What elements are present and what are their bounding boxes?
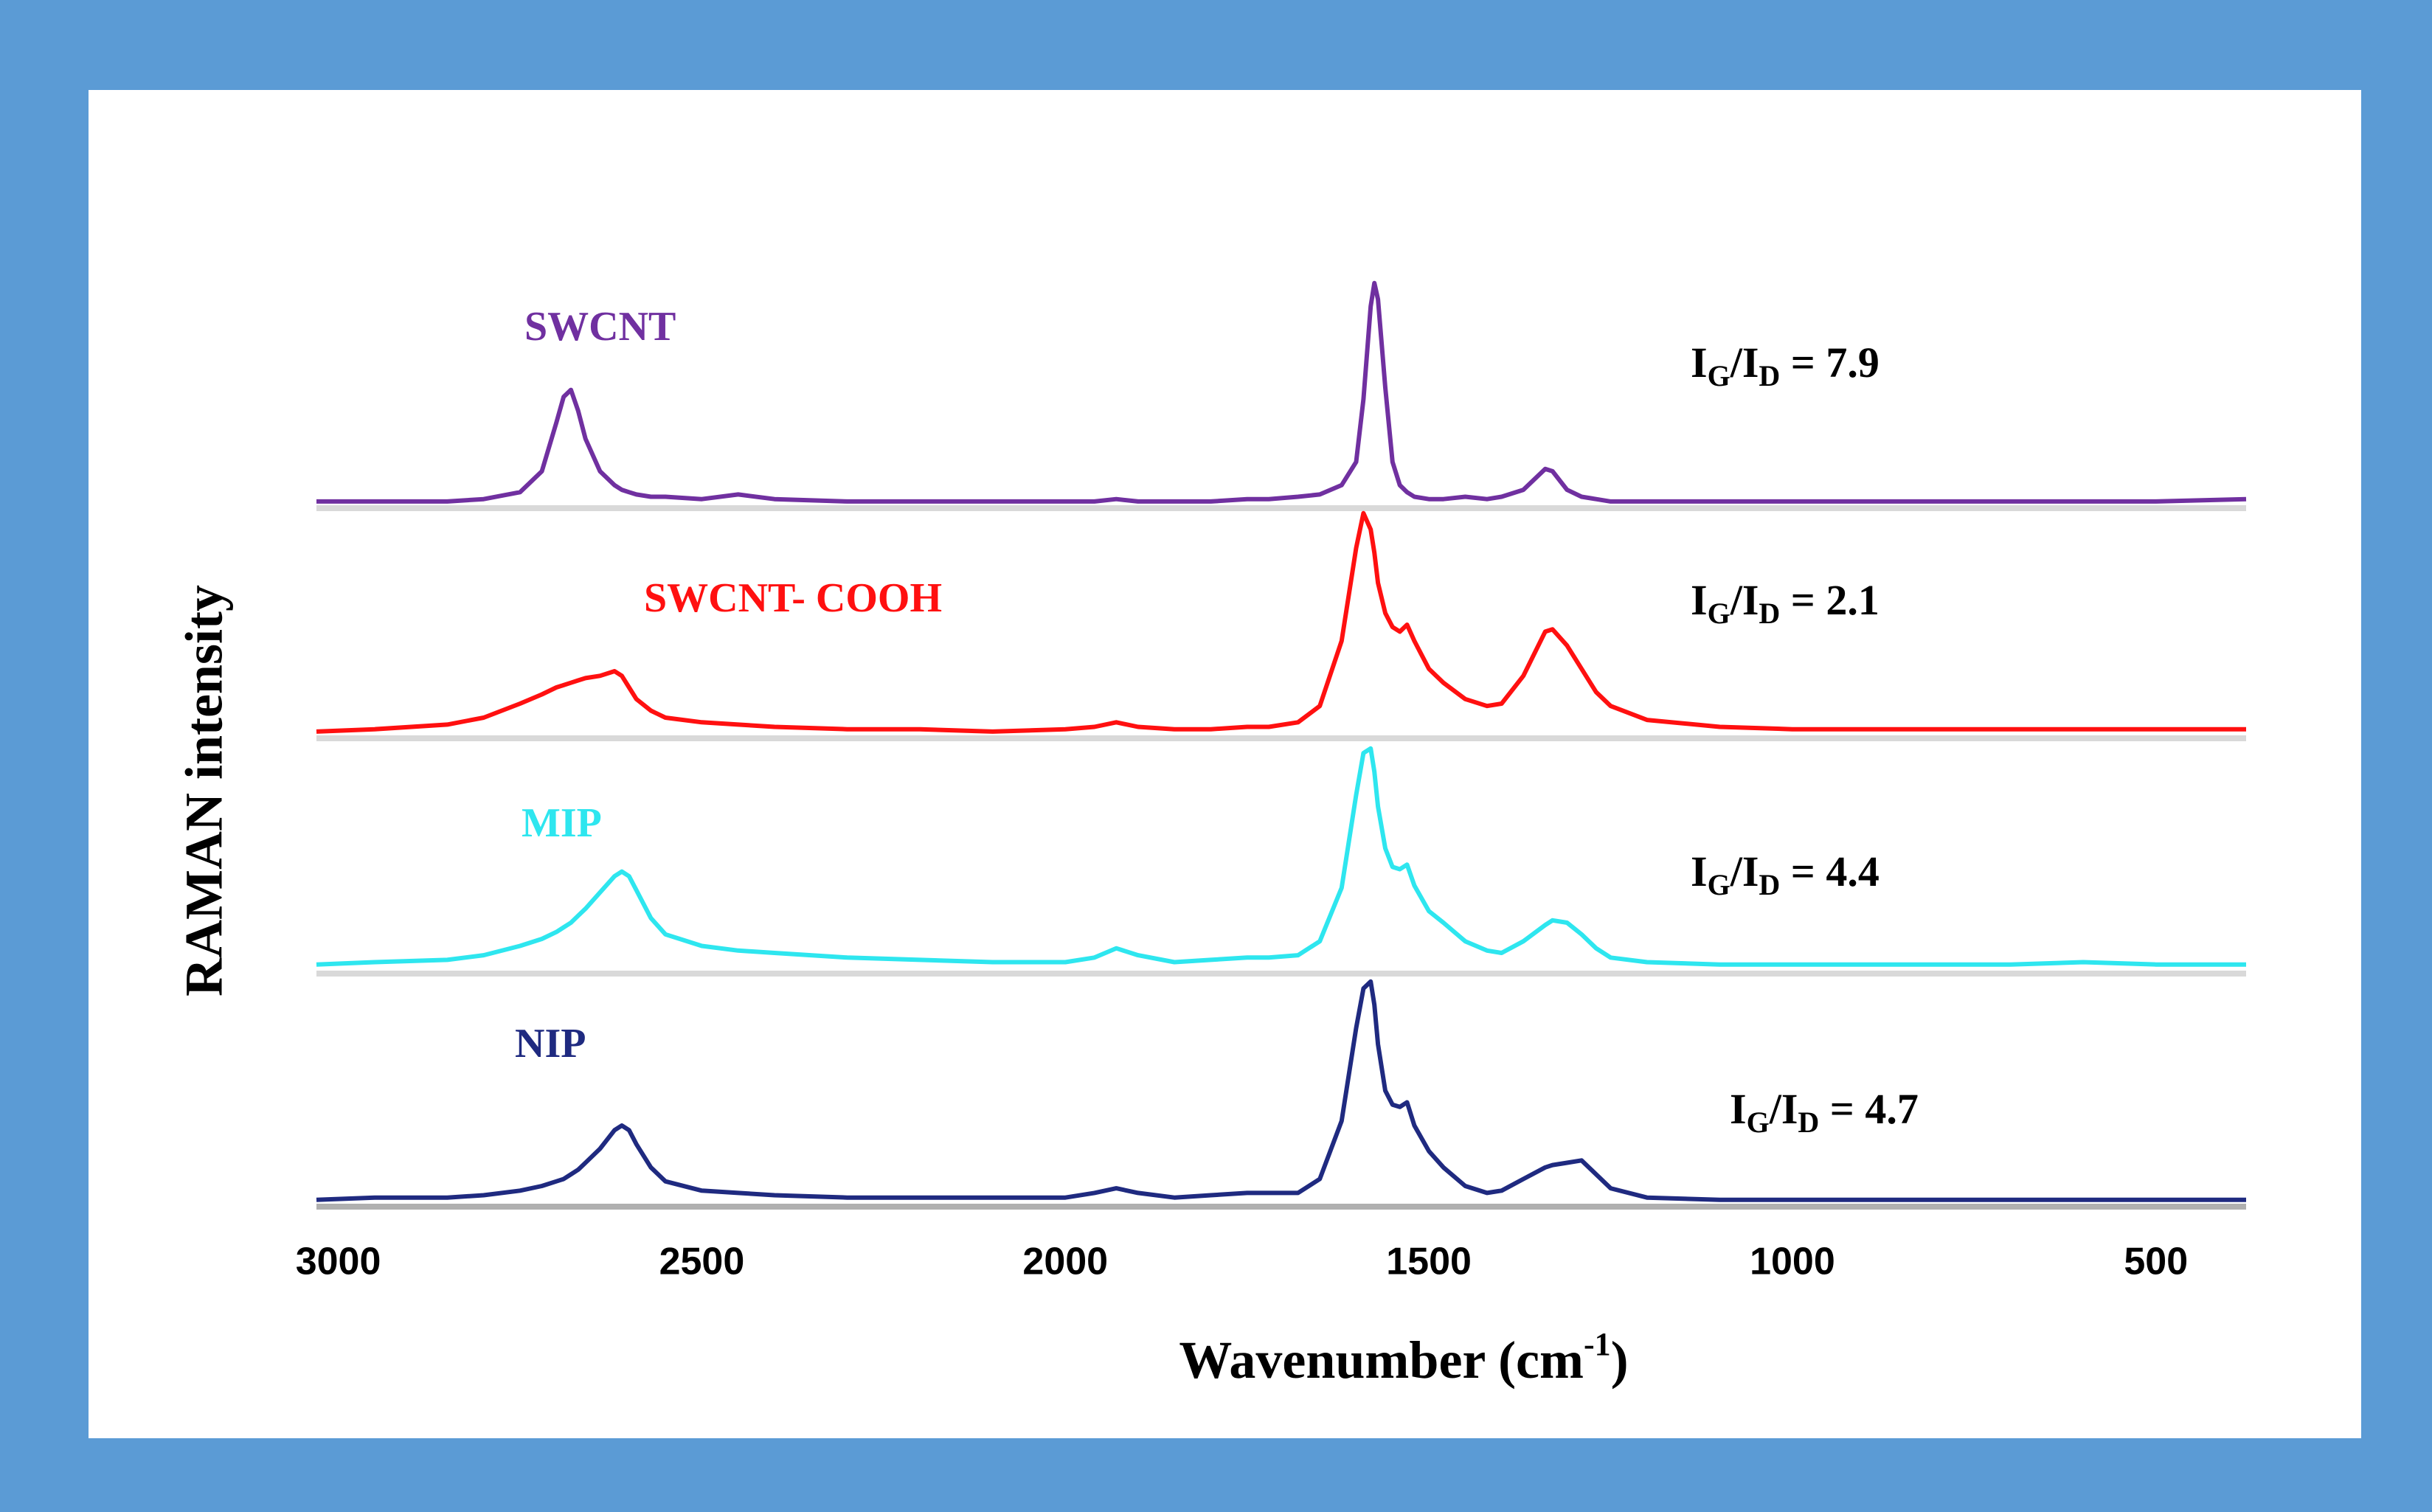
ratio-sub: G bbox=[1708, 868, 1731, 901]
x-tick-label: 1500 bbox=[1386, 1241, 1472, 1283]
ratio-sub: G bbox=[1708, 597, 1731, 630]
series-label: SWCNT- COOH bbox=[644, 575, 942, 621]
ratio-value: 4.4 bbox=[1826, 847, 1880, 895]
x-tick-label: 2500 bbox=[659, 1241, 745, 1283]
spectrum-line bbox=[316, 510, 2246, 734]
ratio-part: I bbox=[1691, 576, 1708, 624]
ratio-part: = bbox=[1780, 339, 1826, 386]
ratio-part: /I bbox=[1730, 576, 1759, 624]
ratio-label: IG/ID = 4.7 bbox=[1730, 1085, 1919, 1139]
ratio-part: /I bbox=[1730, 847, 1759, 895]
ratio-value: 2.1 bbox=[1826, 576, 1880, 624]
x-tick-label: 500 bbox=[2124, 1241, 2188, 1283]
ratio-part: = bbox=[1819, 1085, 1865, 1133]
ratio-part: = bbox=[1780, 576, 1826, 624]
panel bbox=[89, 90, 2361, 1438]
y-axis-title: RAMAN intensity bbox=[175, 585, 234, 996]
spectrum-line bbox=[316, 979, 2246, 1202]
x-tick-label: 1000 bbox=[1750, 1241, 1835, 1283]
ratio-label: IG/ID = 4.4 bbox=[1691, 847, 1880, 901]
ratio-label: IG/ID = 7.9 bbox=[1691, 339, 1880, 392]
x-axis-title-sup: -1 bbox=[1584, 1326, 1611, 1362]
ratio-sub: D bbox=[1759, 359, 1780, 392]
ratio-value: 4.7 bbox=[1865, 1085, 1919, 1133]
x-axis-title-part: Wavenumber (cm bbox=[1179, 1331, 1584, 1390]
spectrum-line bbox=[316, 746, 2246, 967]
ratio-sub: G bbox=[1708, 359, 1731, 392]
ratio-part: I bbox=[1691, 339, 1708, 386]
ratio-value: 7.9 bbox=[1826, 339, 1880, 386]
ratio-sub: D bbox=[1798, 1106, 1819, 1139]
series-label: SWCNT bbox=[524, 304, 676, 350]
ratio-part: I bbox=[1730, 1085, 1747, 1133]
series-label: MIP bbox=[522, 800, 602, 846]
x-tick-label: 2000 bbox=[1022, 1241, 1108, 1283]
ratio-label: IG/ID = 2.1 bbox=[1691, 576, 1880, 630]
spectrum-line bbox=[316, 280, 2247, 504]
ratio-part: /I bbox=[1730, 339, 1759, 386]
series-label: NIP bbox=[515, 1021, 586, 1067]
x-axis-title: Wavenumber (cm-1) bbox=[1179, 1326, 1628, 1389]
ratio-sub: G bbox=[1747, 1106, 1770, 1139]
ratio-sub: D bbox=[1759, 597, 1780, 630]
x-tick-label: 3000 bbox=[296, 1241, 381, 1283]
ratio-part: I bbox=[1691, 847, 1708, 895]
ratio-part: /I bbox=[1769, 1085, 1798, 1133]
ratio-part: = bbox=[1780, 847, 1826, 895]
x-axis-title-part: ) bbox=[1611, 1331, 1629, 1390]
ratio-sub: D bbox=[1759, 868, 1780, 901]
